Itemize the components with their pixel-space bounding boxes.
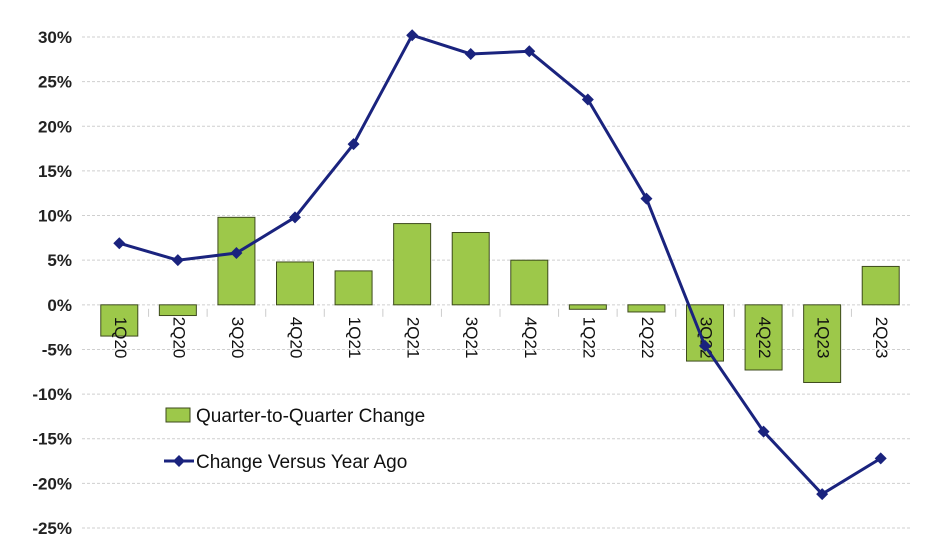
line-point-4Q22 [757, 425, 770, 438]
bar-2Q21 [393, 223, 432, 306]
x-tick-label: 4Q21 [521, 317, 540, 359]
line-point-1Q22 [581, 93, 594, 106]
legend-diamond-icon [173, 455, 185, 467]
x-tick-label: 1Q22 [579, 317, 598, 359]
x-tick-label: 2Q20 [169, 317, 188, 359]
x-tick-label: 4Q22 [755, 317, 774, 359]
legend-label-bar: Quarter-to-Quarter Change [196, 406, 425, 427]
y-tick-label: -5% [42, 340, 72, 359]
y-tick-label: 10% [38, 207, 72, 226]
y-tick-label: 25% [38, 73, 72, 92]
x-tick-label: 2Q23 [872, 317, 891, 359]
legend-bar-swatch [165, 407, 191, 423]
x-tick-label: 1Q23 [814, 317, 833, 359]
line-point-2Q21 [406, 29, 419, 42]
y-tick-label: 0% [47, 296, 72, 315]
x-tick-label: 1Q20 [111, 317, 130, 359]
x-tick-label: 3Q21 [462, 317, 481, 359]
line-point-4Q21 [523, 45, 536, 58]
bar-4Q20 [276, 261, 314, 306]
y-tick-label: -10% [32, 385, 72, 404]
line-series [118, 33, 882, 496]
x-tick-label: 2Q21 [404, 317, 423, 359]
x-tick-label: 3Q20 [228, 317, 247, 359]
bar-4Q22 [744, 304, 783, 371]
y-tick-label: -25% [32, 519, 72, 538]
legend-label-line: Change Versus Year Ago [196, 452, 407, 473]
line-point-2Q23 [874, 452, 887, 465]
line-point-1Q20 [113, 237, 126, 250]
bar-4Q21 [510, 259, 549, 306]
line-point-3Q21 [464, 47, 477, 60]
bar-3Q20 [217, 216, 256, 306]
bar-3Q21 [451, 232, 490, 306]
line-point-3Q22 [699, 339, 711, 352]
x-tick-label: 3Q22 [697, 317, 716, 359]
x-tick-label: 2Q22 [638, 317, 657, 359]
line-point-2Q20 [171, 254, 184, 267]
y-tick-label: -15% [32, 430, 72, 449]
y-tick-label: 20% [38, 117, 72, 136]
bar-1Q22 [568, 304, 607, 310]
bar-1Q20 [100, 304, 139, 337]
line-point-1Q23 [816, 488, 829, 501]
bar-2Q20 [158, 304, 197, 317]
line-point-4Q20 [289, 211, 301, 224]
x-tick-label: 1Q21 [345, 317, 364, 359]
bar-2Q22 [627, 304, 666, 313]
line-point-1Q21 [347, 138, 360, 151]
line-point-3Q20 [230, 247, 243, 260]
bar-2Q23 [861, 265, 900, 306]
y-tick-label: 5% [47, 251, 72, 270]
line-point-2Q22 [640, 192, 653, 205]
bar-1Q21 [334, 270, 373, 306]
x-tick-label: 4Q20 [287, 317, 306, 359]
bar-1Q23 [803, 304, 842, 383]
y-tick-label: 15% [38, 162, 72, 181]
y-tick-label: -20% [32, 474, 72, 493]
y-tick-label: 30% [38, 28, 72, 47]
